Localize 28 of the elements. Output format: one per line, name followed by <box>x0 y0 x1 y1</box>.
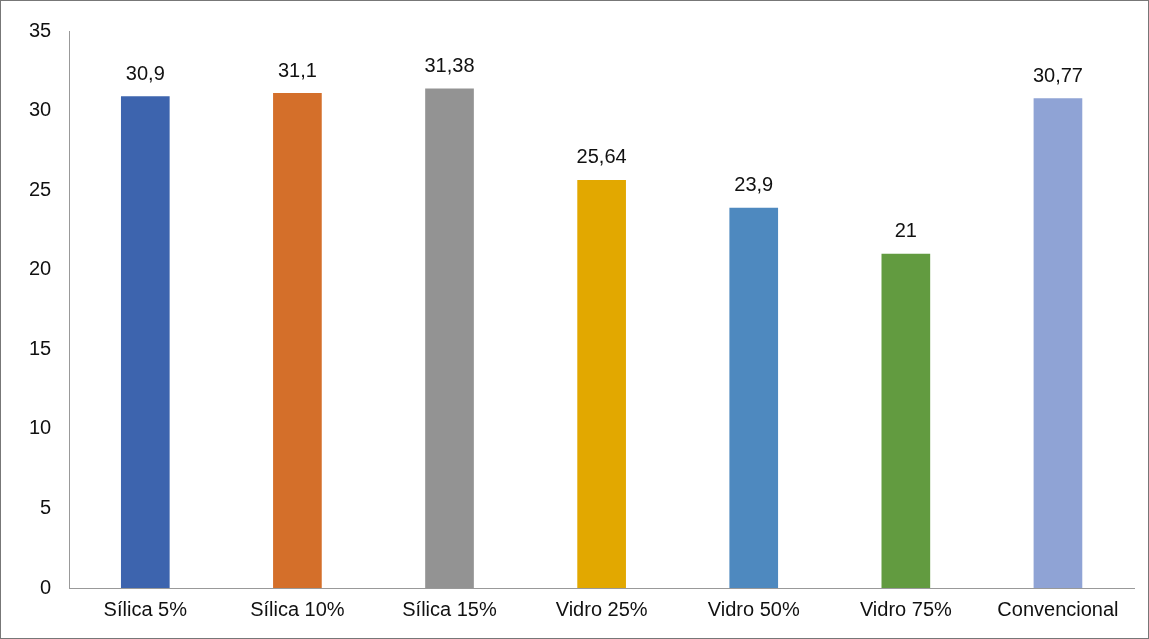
x-tick-label: Sílica 5% <box>103 597 188 620</box>
bar <box>577 179 626 588</box>
y-tick-label: 35 <box>29 18 52 41</box>
bar <box>273 93 322 588</box>
y-tick-label: 30 <box>29 98 52 121</box>
data-label: 21 <box>894 219 917 242</box>
data-label: 30,77 <box>1032 63 1083 86</box>
x-tick-label: Convencional <box>997 597 1119 620</box>
bar <box>1033 98 1083 588</box>
x-tick-label: Vidro 25% <box>555 597 648 620</box>
x-tick-label: Sílica 10% <box>250 597 345 620</box>
data-label: 23,9 <box>734 173 774 196</box>
y-tick-label: 15 <box>29 336 52 359</box>
y-tick-label: 20 <box>29 257 52 280</box>
data-label: 31,38 <box>424 54 475 77</box>
data-label: 25,64 <box>576 145 627 168</box>
bar <box>881 253 931 588</box>
bar <box>120 96 170 588</box>
y-tick-label: 5 <box>40 495 52 518</box>
y-tick-label: 0 <box>40 575 52 598</box>
x-tick-label: Vidro 75% <box>859 597 953 620</box>
x-tick-label: Sílica 15% <box>402 597 497 620</box>
y-tick-label: 25 <box>29 177 52 200</box>
bar <box>729 207 779 588</box>
y-tick-label: 10 <box>29 416 52 439</box>
data-label: 30,9 <box>125 61 165 84</box>
data-label: 31,1 <box>277 58 317 81</box>
x-tick-label: Vidro 50% <box>707 597 800 620</box>
